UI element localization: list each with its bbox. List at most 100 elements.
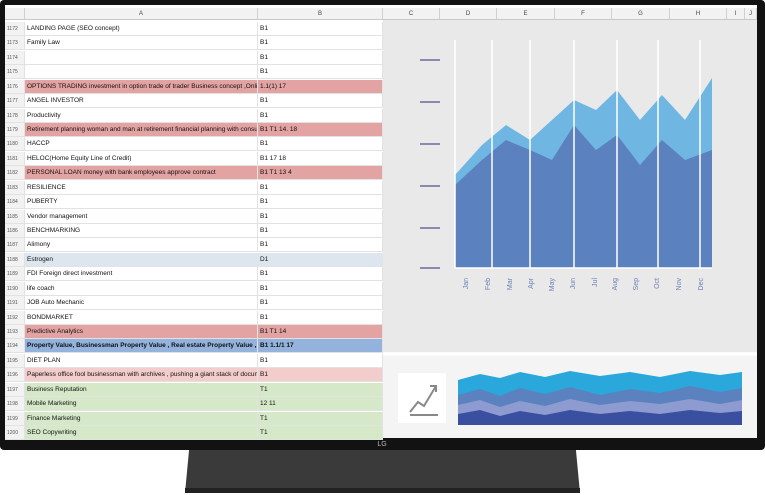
month-label: Feb — [485, 278, 492, 290]
row-number: 1193 — [5, 325, 25, 340]
month-label: Oct — [654, 278, 661, 289]
cell-b: B1 — [258, 224, 383, 239]
row-number: 1173 — [5, 36, 25, 51]
cell-b: B1 — [258, 353, 383, 368]
column-header: I — [727, 8, 745, 20]
row-number: 1175 — [5, 65, 25, 80]
row-number: 1189 — [5, 267, 25, 282]
row-number: 1184 — [5, 195, 25, 210]
month-label: Mar — [507, 277, 514, 290]
cell-a: Estrogen — [25, 252, 258, 267]
cell-a: DIET PLAN — [25, 353, 258, 368]
cell-a: SEO Copywriting — [25, 426, 258, 441]
row-number: 1198 — [5, 397, 25, 412]
column-header: C — [383, 8, 440, 20]
cell-b: B1 — [258, 238, 383, 253]
cell-a: RESILIENCE — [25, 180, 258, 195]
month-label: Dec — [698, 278, 705, 291]
cell-b: B1 — [258, 94, 383, 109]
month-label: Aug — [612, 278, 619, 291]
row-number: 1196 — [5, 368, 25, 383]
row-number: 1181 — [5, 151, 25, 166]
cell-b: 1.1(1) 17 — [258, 79, 383, 94]
chart-icon — [409, 385, 438, 416]
column-header: F — [555, 8, 612, 20]
row-number: 1174 — [5, 50, 25, 65]
row-number: 1176 — [5, 79, 25, 94]
column-header: D — [440, 8, 497, 20]
row-number: 1185 — [5, 209, 25, 224]
row-number: 1188 — [5, 252, 25, 267]
row-number: 1187 — [5, 238, 25, 253]
cell-b: T1 — [258, 411, 383, 426]
area-dark — [455, 125, 712, 268]
cell-b: T1 — [258, 382, 383, 397]
row-number: 1180 — [5, 137, 25, 152]
brand-logo: LG — [377, 441, 386, 448]
row-number: 1200 — [5, 426, 25, 441]
cell-a: BENCHMARKING — [25, 224, 258, 239]
cell-b: B1 — [258, 281, 383, 296]
cell-a: life coach — [25, 281, 258, 296]
cell-b: B1 — [258, 137, 383, 152]
stream-4 — [458, 410, 742, 425]
cell-a: Business Reputation — [25, 382, 258, 397]
cell-b: B1 — [258, 36, 383, 51]
stand — [185, 440, 580, 493]
cell-a: PERSONAL LOAN money with bank employees … — [25, 166, 258, 181]
cell-b: T1 — [258, 426, 383, 441]
cell-a: ANGEL INVESTOR — [25, 94, 258, 109]
cell-b: B1 — [258, 296, 383, 311]
cell-a: Vendor management — [25, 209, 258, 224]
cell-b: B1 T1 13 4 — [258, 166, 383, 181]
stand-base — [185, 488, 580, 493]
cell-a: Retirement planning woman and man at ret… — [25, 123, 258, 137]
cell-a: LANDING PAGE (SEO concept) — [25, 22, 258, 36]
cell-b: B1 17 18 — [258, 151, 383, 166]
cell-b: D1 — [258, 252, 383, 267]
column-header: B — [258, 8, 383, 20]
row-number: 1195 — [5, 353, 25, 368]
cell-a: HELOC(Home Equity Line of Credit) — [25, 151, 258, 166]
month-label: Nov — [676, 278, 683, 291]
row-number: 1182 — [5, 166, 25, 181]
corner-header — [5, 8, 25, 20]
cell-a: Productivity — [25, 108, 258, 123]
cell-a: Property Value, Businessman Property Val… — [25, 339, 258, 354]
row-number: 1190 — [5, 281, 25, 296]
cell-b: B1 — [258, 65, 383, 80]
cell-b: 12 11 — [258, 397, 383, 412]
cell-a: Family Law — [25, 36, 258, 51]
row-number: 1192 — [5, 310, 25, 325]
column-header: J — [745, 8, 757, 20]
y-dashes — [420, 59, 440, 269]
row-number: 1179 — [5, 123, 25, 137]
cell-a: Alimony — [25, 238, 258, 253]
cell-b: B1 — [258, 50, 383, 65]
column-header: A — [25, 8, 258, 20]
cell-a: Predictive Analytics — [25, 325, 258, 340]
cell-a: HACCP — [25, 137, 258, 152]
cell-b: B1 — [258, 108, 383, 123]
cell-b: B1 — [258, 22, 383, 36]
row-number: 1178 — [5, 108, 25, 123]
cell-a: JOB Auto Mechanic — [25, 296, 258, 311]
row-number: 1191 — [5, 296, 25, 311]
row-number: 1183 — [5, 180, 25, 195]
cell-a: PUBERTY — [25, 195, 258, 210]
column-header: G — [612, 8, 670, 20]
cell-a — [25, 65, 258, 80]
cell-a: FDI Foreign direct investment — [25, 267, 258, 282]
cell-b: B1 — [258, 368, 383, 383]
cell-a: Mobile Marketing — [25, 397, 258, 412]
month-label: Jun — [570, 278, 577, 289]
column-header: E — [497, 8, 555, 20]
month-label: Jan — [463, 278, 470, 289]
row-number: 1172 — [5, 22, 25, 36]
cell-a: BONDMARKET — [25, 310, 258, 325]
chart-lines — [454, 40, 712, 269]
cell-b: B1 — [258, 209, 383, 224]
cell-a — [25, 50, 258, 65]
cell-b: B1 — [258, 267, 383, 282]
cell-b: B1 T1 14. 18 — [258, 123, 383, 137]
